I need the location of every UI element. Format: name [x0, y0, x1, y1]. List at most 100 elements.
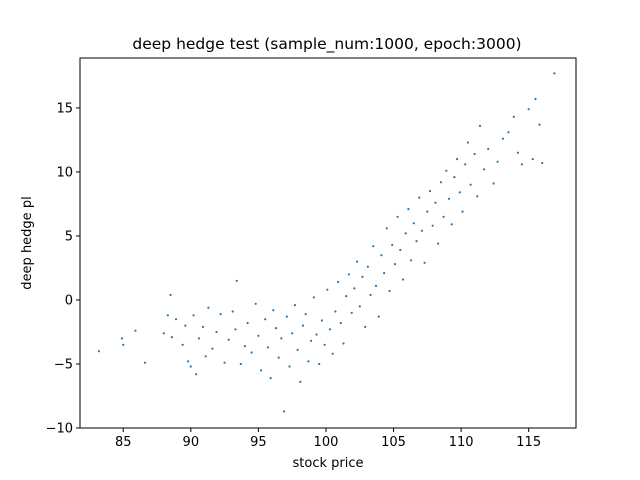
- x-tick-label: 85: [115, 435, 132, 450]
- data-point: [285, 315, 288, 318]
- data-point: [423, 261, 426, 264]
- data-point: [492, 182, 495, 185]
- data-point: [328, 328, 332, 331]
- data-point: [339, 321, 342, 325]
- data-point: [478, 124, 482, 127]
- data-point: [211, 347, 214, 350]
- data-point: [385, 227, 388, 230]
- x-tick-label: 90: [183, 435, 200, 450]
- data-point: [266, 346, 269, 349]
- data-point: [310, 339, 313, 342]
- data-point: [204, 355, 207, 358]
- y-axis-label: deep hedge pl: [20, 196, 35, 289]
- data-point: [280, 337, 283, 340]
- data-point: [207, 306, 210, 309]
- y-tick-label: 5: [65, 229, 73, 244]
- data-point: [197, 337, 200, 340]
- data-point: [388, 289, 391, 293]
- data-point: [527, 108, 530, 111]
- data-point: [347, 273, 350, 276]
- data-point: [391, 243, 394, 246]
- data-point: [274, 327, 278, 330]
- data-point: [473, 152, 476, 156]
- data-point: [426, 210, 429, 213]
- data-point: [342, 342, 345, 345]
- data-point: [195, 373, 198, 376]
- y-tick-label: −5: [54, 357, 73, 372]
- data-point: [512, 115, 515, 118]
- data-point: [299, 380, 302, 383]
- data-point: [283, 410, 286, 413]
- data-point: [487, 147, 490, 150]
- chart-title: deep hedge test (sample_num:1000, epoch:…: [132, 35, 521, 54]
- data-point: [401, 278, 405, 281]
- data-point: [184, 324, 187, 327]
- data-point: [307, 360, 310, 363]
- data-point: [301, 324, 305, 327]
- data-point: [246, 321, 249, 325]
- data-point: [541, 161, 544, 165]
- data-point: [516, 151, 520, 154]
- data-point: [553, 72, 556, 75]
- data-point: [415, 240, 418, 243]
- data-point: [353, 287, 356, 290]
- data-point: [243, 345, 246, 348]
- data-point: [122, 343, 125, 346]
- data-point: [466, 141, 469, 144]
- data-point: [326, 288, 329, 291]
- data-point: [219, 313, 222, 316]
- data-point: [366, 265, 369, 268]
- data-point: [272, 309, 275, 312]
- data-point: [170, 336, 173, 339]
- data-point: [393, 263, 396, 266]
- data-point: [507, 131, 510, 134]
- data-point: [169, 293, 172, 296]
- data-point: [257, 334, 260, 337]
- data-point: [404, 232, 407, 235]
- data-point: [293, 304, 296, 307]
- data-point: [361, 275, 364, 278]
- data-point: [412, 222, 415, 225]
- data-point: [456, 158, 459, 161]
- data-point: [296, 348, 299, 351]
- data-point: [318, 362, 321, 366]
- data-point: [288, 365, 291, 368]
- data-point: [374, 284, 378, 287]
- data-point: [97, 350, 100, 353]
- data-point: [235, 279, 238, 282]
- data-point: [538, 123, 541, 126]
- data-point: [534, 97, 537, 101]
- data-point: [442, 215, 445, 218]
- data-point: [369, 293, 372, 296]
- data-point: [372, 245, 375, 248]
- data-point: [358, 305, 361, 308]
- data-point: [380, 254, 383, 257]
- data-point: [399, 248, 402, 252]
- y-tick-label: 0: [65, 293, 73, 308]
- data-point: [223, 361, 226, 364]
- data-point: [420, 229, 423, 232]
- data-point: [231, 310, 234, 313]
- data-point: [458, 191, 461, 194]
- data-point: [453, 176, 456, 179]
- data-point: [410, 259, 413, 262]
- data-point: [166, 314, 169, 317]
- x-axis-label: stock price: [293, 456, 364, 471]
- data-point: [239, 362, 242, 366]
- x-tick-label: 110: [449, 435, 474, 450]
- y-tick-label: 10: [56, 165, 73, 180]
- data-point: [250, 351, 253, 354]
- data-point: [215, 330, 218, 334]
- data-point: [331, 352, 334, 355]
- data-point: [277, 356, 280, 359]
- data-point: [461, 210, 464, 213]
- data-point: [377, 315, 380, 318]
- data-point: [201, 325, 205, 328]
- data-point: [187, 360, 190, 363]
- data-point: [396, 215, 399, 218]
- data-point: [254, 302, 257, 305]
- data-point: [337, 280, 340, 284]
- x-tick-label: 105: [381, 435, 406, 450]
- x-tick-label: 100: [314, 435, 339, 450]
- data-point: [234, 328, 237, 331]
